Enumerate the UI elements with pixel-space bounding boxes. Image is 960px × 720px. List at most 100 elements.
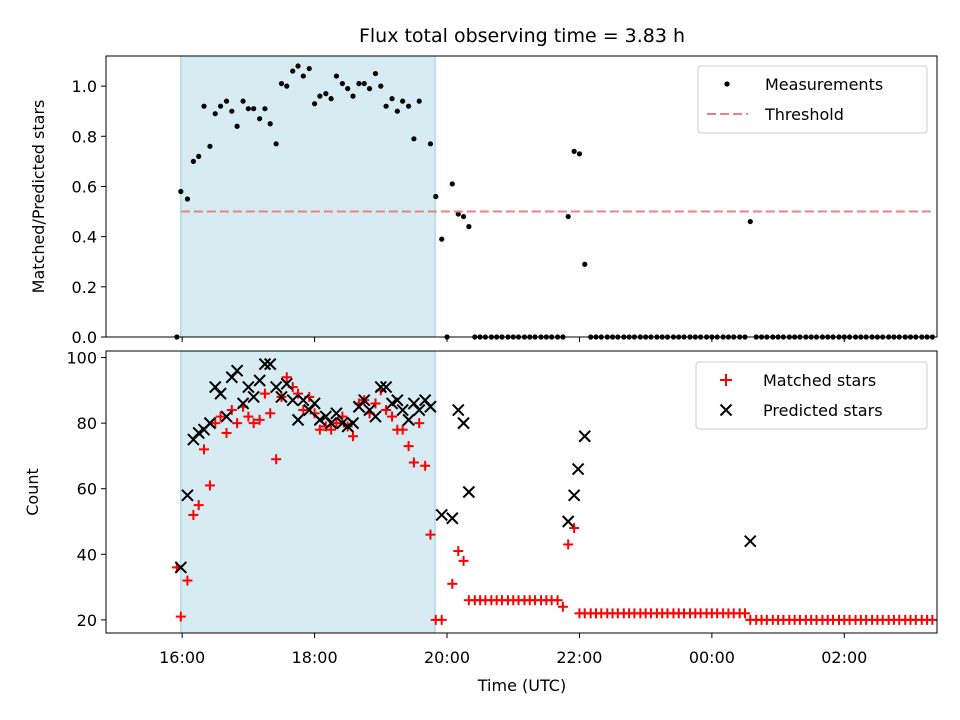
predicted-star-point [269, 380, 283, 394]
measurement-point [300, 73, 306, 79]
matched-star-point [281, 372, 292, 383]
matched-stars-series [171, 372, 938, 625]
predicted-star-point [264, 357, 277, 371]
matched-star-point [221, 427, 232, 438]
measurement-point [223, 98, 230, 104]
predicted-star-point [346, 416, 360, 430]
matched-star-point [248, 418, 259, 429]
y-tick-label: 60 [77, 480, 97, 499]
x-tick-label: 02:00 [821, 648, 867, 667]
matched-star-point [293, 388, 304, 399]
predicted-star-point [236, 397, 250, 410]
measurement-point [455, 211, 461, 217]
matched-star-point [927, 614, 938, 625]
measurement-point [323, 91, 329, 97]
matched-star-point [271, 454, 282, 465]
predicted-star-point [275, 390, 288, 404]
matched-star-point [387, 411, 398, 422]
matched-star-point [414, 418, 425, 429]
measurement-point [245, 106, 251, 112]
predicted-star-point [462, 485, 476, 499]
predicted-star-point [291, 413, 305, 427]
legend-box [695, 361, 928, 430]
y-tick-label: 20 [77, 611, 97, 630]
measurement-point [262, 106, 268, 112]
predicted-stars-series [174, 357, 757, 574]
matched-star-point [182, 575, 193, 586]
matched-star-point [331, 418, 342, 429]
measurement-point [284, 83, 290, 89]
y-tick-label: 40 [77, 545, 97, 564]
measurement-point [366, 86, 373, 92]
matched-star-point [326, 424, 337, 435]
predicted-star-point [744, 534, 757, 548]
matched-star-point [314, 424, 325, 435]
matched-star-point [425, 529, 436, 540]
axes-frame-top [105, 55, 938, 338]
legend-top: Measurements Threshold [697, 65, 928, 134]
measurement-point [383, 103, 389, 109]
measurement-point [229, 108, 235, 114]
predicted-star-point [446, 512, 459, 525]
predicted-star-point [286, 393, 299, 407]
predicted-star-point [220, 410, 233, 423]
predicted-star-point [391, 393, 404, 407]
measurement-point [196, 153, 202, 159]
y-ticks-bottom: 20 40 60 80 100 [66, 349, 106, 630]
matched-star-point [552, 595, 563, 606]
matched-star-point [259, 388, 270, 399]
measurement-point [394, 108, 400, 114]
measurement-point [378, 83, 384, 89]
matched-star-point [569, 523, 580, 534]
measurement-point [361, 80, 367, 87]
chart-title: Flux total observing time = 3.83 h [359, 25, 685, 47]
measurement-point [251, 106, 257, 112]
x-tick-label: 00:00 [689, 648, 735, 667]
predicted-star-point [174, 561, 188, 574]
y-tick-label: 0.6 [72, 177, 97, 196]
matched-star-point [254, 414, 265, 425]
predicted-star-point [258, 357, 272, 371]
measurement-point [356, 80, 362, 87]
measurement-point [212, 111, 218, 117]
predicted-star-point [402, 413, 415, 427]
y-tick-label: 0.0 [72, 328, 97, 347]
x-tick-label: 18:00 [292, 648, 338, 667]
measurement-point [273, 141, 279, 147]
predicted-star-point [203, 416, 217, 430]
predicted-star-point [578, 430, 591, 443]
predicted-star-point [308, 397, 321, 410]
matched-star-point [175, 611, 186, 622]
predicted-star-point [313, 413, 327, 427]
x-tick-label: 22:00 [556, 648, 602, 667]
matched-star-point [557, 601, 568, 612]
measurement-point [389, 96, 395, 102]
predicted-star-point [424, 400, 437, 413]
y-tick-label: 0.2 [72, 278, 97, 297]
measurement-point [350, 93, 356, 99]
predicted-star-point [379, 380, 393, 394]
matched-star-point [204, 480, 215, 491]
measurement-point [267, 121, 273, 127]
x-axis-label: Time (UTC) [477, 676, 566, 695]
measurement-point [576, 151, 583, 157]
matched-star-point [381, 405, 392, 416]
measurement-point [278, 80, 285, 87]
y-tick-label: 80 [77, 414, 97, 433]
predicted-star-point [280, 377, 293, 390]
measurement-point [582, 261, 588, 267]
measurement-point [333, 73, 340, 79]
measurement-point [571, 148, 577, 154]
predicted-star-point [452, 403, 465, 417]
measurement-point [466, 224, 472, 230]
y-tick-label: 0.4 [72, 228, 97, 247]
predicted-star-point [358, 393, 371, 407]
x-ticks-bottom: 16:00 18:00 20:00 22:00 00:00 02:00 [159, 633, 867, 667]
measurement-point [449, 181, 455, 187]
legend-label-matched: Matched stars [763, 371, 876, 390]
matched-star-point [198, 444, 209, 455]
x-ticks-top [181, 337, 845, 342]
predicted-star-point [567, 489, 581, 502]
panel-ratio: 0.0 0.2 0.4 0.6 0.8 1.0 Matched/Predicted sta… [29, 55, 938, 347]
matched-star-point [210, 418, 221, 429]
